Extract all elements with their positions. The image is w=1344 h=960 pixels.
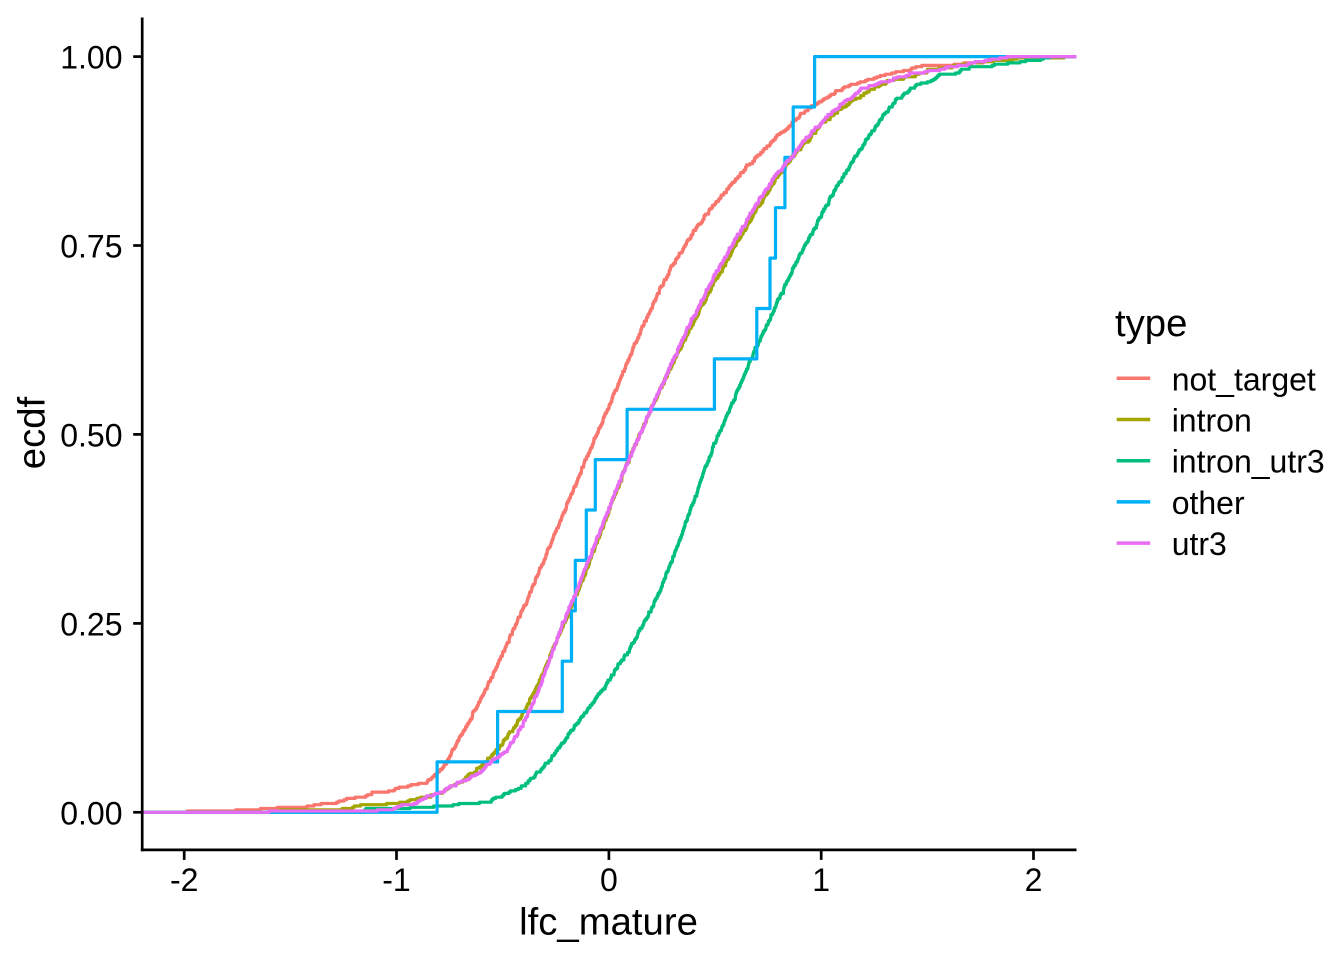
svg-text:0.50: 0.50 — [60, 417, 122, 453]
svg-text:0.00: 0.00 — [60, 795, 122, 831]
svg-text:1: 1 — [812, 862, 830, 898]
svg-text:1.00: 1.00 — [60, 40, 122, 76]
svg-text:-2: -2 — [170, 862, 198, 898]
svg-text:0.75: 0.75 — [60, 229, 122, 265]
svg-text:other: other — [1172, 485, 1245, 521]
svg-text:lfc_mature: lfc_mature — [519, 900, 698, 943]
svg-text:0: 0 — [600, 862, 618, 898]
svg-text:-1: -1 — [382, 862, 410, 898]
svg-text:not_target: not_target — [1172, 361, 1316, 397]
svg-text:type: type — [1115, 302, 1187, 345]
svg-text:intron_utr3: intron_utr3 — [1172, 444, 1325, 480]
svg-text:0.25: 0.25 — [60, 606, 122, 642]
svg-text:ecdf: ecdf — [11, 396, 54, 469]
svg-text:2: 2 — [1025, 862, 1043, 898]
svg-text:intron: intron — [1172, 403, 1252, 439]
svg-text:utr3: utr3 — [1172, 526, 1227, 562]
